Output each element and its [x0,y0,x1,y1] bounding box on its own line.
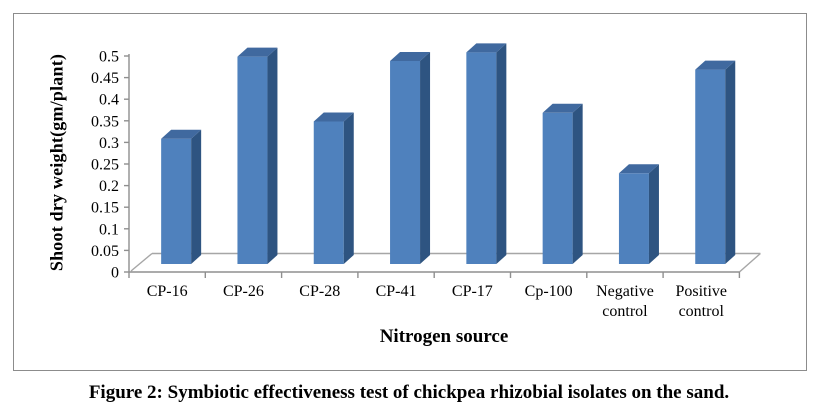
bar-top-cp-100 [542,103,583,113]
bar-top-cp-17 [466,43,507,53]
bar-chart-plot: 0 0.05 0.1 0.15 0.2 0.25 0.3 0.35 0.4 0.45 0.5 CP-1… [91,43,761,320]
bar-front-cp-28 [313,121,344,264]
bar-side-cp-26 [267,47,278,264]
y-tick-label: 0.2 [99,178,119,195]
floor-left-edge [130,252,153,272]
y-tick-label: 0.15 [91,200,119,217]
bar-side-cp-16 [191,129,202,264]
bar-side-cp-100 [572,103,583,264]
x-tick-label: Negative control [596,283,654,320]
x-tick-label: CP-17 [452,283,493,300]
y-axis-title: Shoot dry weight(gm/plant) [46,53,67,272]
bar-side-cp-28 [343,112,354,264]
bar-front-negative-control [618,173,649,264]
bar-top-cp-26 [237,47,278,57]
bar-side-cp-17 [496,43,507,264]
y-tick-label: 0.1 [99,221,119,238]
y-tick-label: 0 [111,265,119,282]
y-tick-label: 0.5 [99,49,119,66]
x-tick-label: CP-28 [299,283,340,300]
bar-front-cp-17 [466,52,497,264]
y-tick-label: 0.4 [99,92,119,109]
bar-top-negative-control [618,164,659,174]
x-tick-label: CP-41 [376,283,417,300]
bar-side-negative-control [648,164,659,264]
x-tick-label: CP-16 [147,283,188,300]
bar-front-cp-41 [390,60,421,265]
bar-front-cp-100 [542,112,573,264]
chart-area: 0 0.05 0.1 0.15 0.2 0.25 0.3 0.35 0.4 0.45 0.5 CP-1… [13,13,807,371]
y-tick-label: 0.35 [91,113,119,130]
bar-side-positive-control [725,60,736,264]
bar-top-cp-16 [161,129,202,139]
y-tick-label: 0.25 [91,157,119,174]
figure-caption: Figure 2: Symbiotic effectiveness test o… [88,382,730,403]
y-tick-label: 0.05 [91,243,119,260]
bar-top-positive-control [695,60,736,70]
x-axis-title: Nitrogen source [379,326,509,347]
x-tick-label: CP-26 [223,283,264,300]
x-tick-label: Cp-100 [525,283,573,300]
floor-right-edge [738,252,761,273]
bar-front-cp-16 [161,138,192,264]
y-tick-label: 0.45 [91,70,119,87]
bar-side-cp-41 [420,51,431,265]
x-tick-label: Positive control [675,283,727,320]
bar-top-cp-41 [390,51,431,61]
bar-front-cp-26 [237,56,268,264]
y-tick-label: 0.3 [99,135,119,152]
bar-top-cp-28 [313,112,354,122]
bar-front-positive-control [695,69,726,264]
